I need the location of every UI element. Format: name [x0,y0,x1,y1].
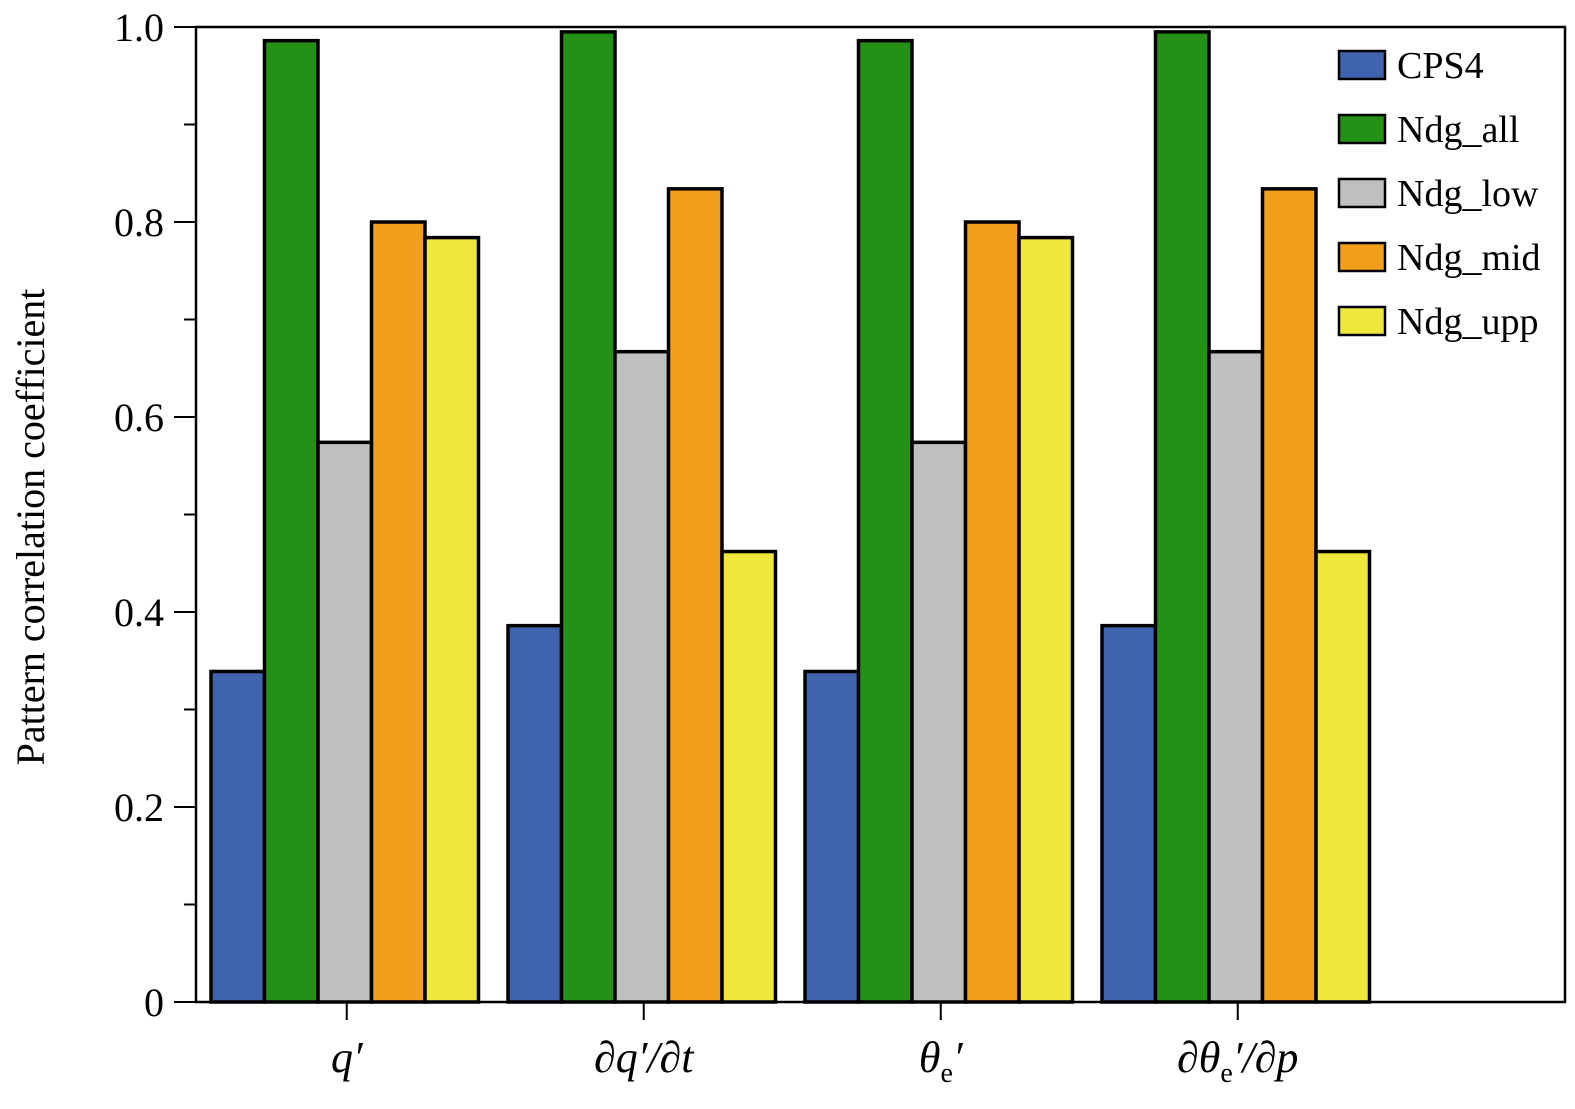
bar-ndg-upp-3 [1017,235,1075,1004]
y-tick-label: 0.6 [114,395,164,440]
legend-swatch-ndg-mid [1337,241,1387,273]
y-tick-label: 0 [144,980,164,1025]
x-tick-label: θe′ [919,1033,964,1089]
legend-label-cps4: CPS4 [1397,45,1484,87]
x-tick-label: ∂q′/∂t [594,1033,695,1082]
y-tick-label: 0.2 [114,785,164,830]
legend-swatch-cps4 [1337,49,1387,81]
legend-label-ndg-mid: Ndg_mid [1397,237,1541,279]
bar-ndg-low-1 [316,440,374,1004]
bar-ndg-upp-1 [423,235,481,1004]
y-tick-label: 0.4 [114,590,164,635]
bar-ndg-low-4 [1207,349,1265,1004]
legend-swatch-ndg-low [1337,177,1387,209]
bar-ndg-all-4 [1153,30,1211,1004]
legend-swatch-ndg-all [1337,113,1387,145]
axes: 0 0.2 0.4 0.6 0.8 1.0 q′ ∂q′/∂t θe′ ∂θe′/∂p [114,5,1298,1089]
bar-ndg-all-1 [262,38,320,1004]
bar-ndg-mid-2 [666,187,724,1004]
bar-ndg-upp-2 [720,549,778,1004]
bars [209,30,1372,1004]
bar-cps4-1 [209,669,267,1004]
bar-ndg-all-3 [856,38,914,1004]
bar-cps4-4 [1100,623,1158,1004]
x-tick-label: q′ [331,1033,364,1082]
bar-ndg-mid-3 [963,220,1021,1004]
legend: CPS4 Ndg_all Ndg_low Ndg_mid Ndg_upp [1337,45,1541,343]
y-axis-label: Pattern correlation coefficient [8,289,53,766]
y-tick-label: 0.8 [114,200,164,245]
bar-ndg-low-2 [613,349,671,1004]
y-tick-label: 1.0 [114,5,164,50]
legend-label-ndg-low: Ndg_low [1397,173,1539,215]
bar-cps4-2 [506,623,564,1004]
bar-cps4-3 [803,669,861,1004]
bar-ndg-upp-4 [1314,549,1372,1004]
bar-ndg-low-3 [910,440,968,1004]
legend-label-ndg-upp: Ndg_upp [1397,301,1538,343]
bar-ndg-all-2 [559,30,617,1004]
bar-ndg-mid-4 [1260,187,1318,1004]
legend-swatch-ndg-upp [1337,305,1387,337]
legend-label-ndg-all: Ndg_all [1397,109,1519,151]
bar-ndg-mid-1 [369,220,427,1004]
x-tick-label: ∂θe′/∂p [1177,1033,1298,1089]
